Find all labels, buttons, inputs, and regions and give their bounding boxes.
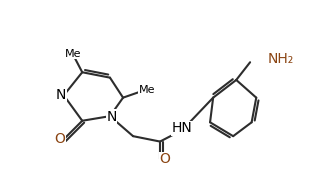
Text: N: N (106, 110, 117, 124)
Text: Me: Me (65, 49, 81, 59)
Text: HN: HN (171, 122, 192, 135)
Text: NH₂: NH₂ (268, 52, 294, 66)
Text: Me: Me (139, 85, 155, 95)
Text: O: O (55, 132, 65, 146)
Text: N: N (56, 88, 66, 102)
Text: O: O (159, 152, 170, 166)
